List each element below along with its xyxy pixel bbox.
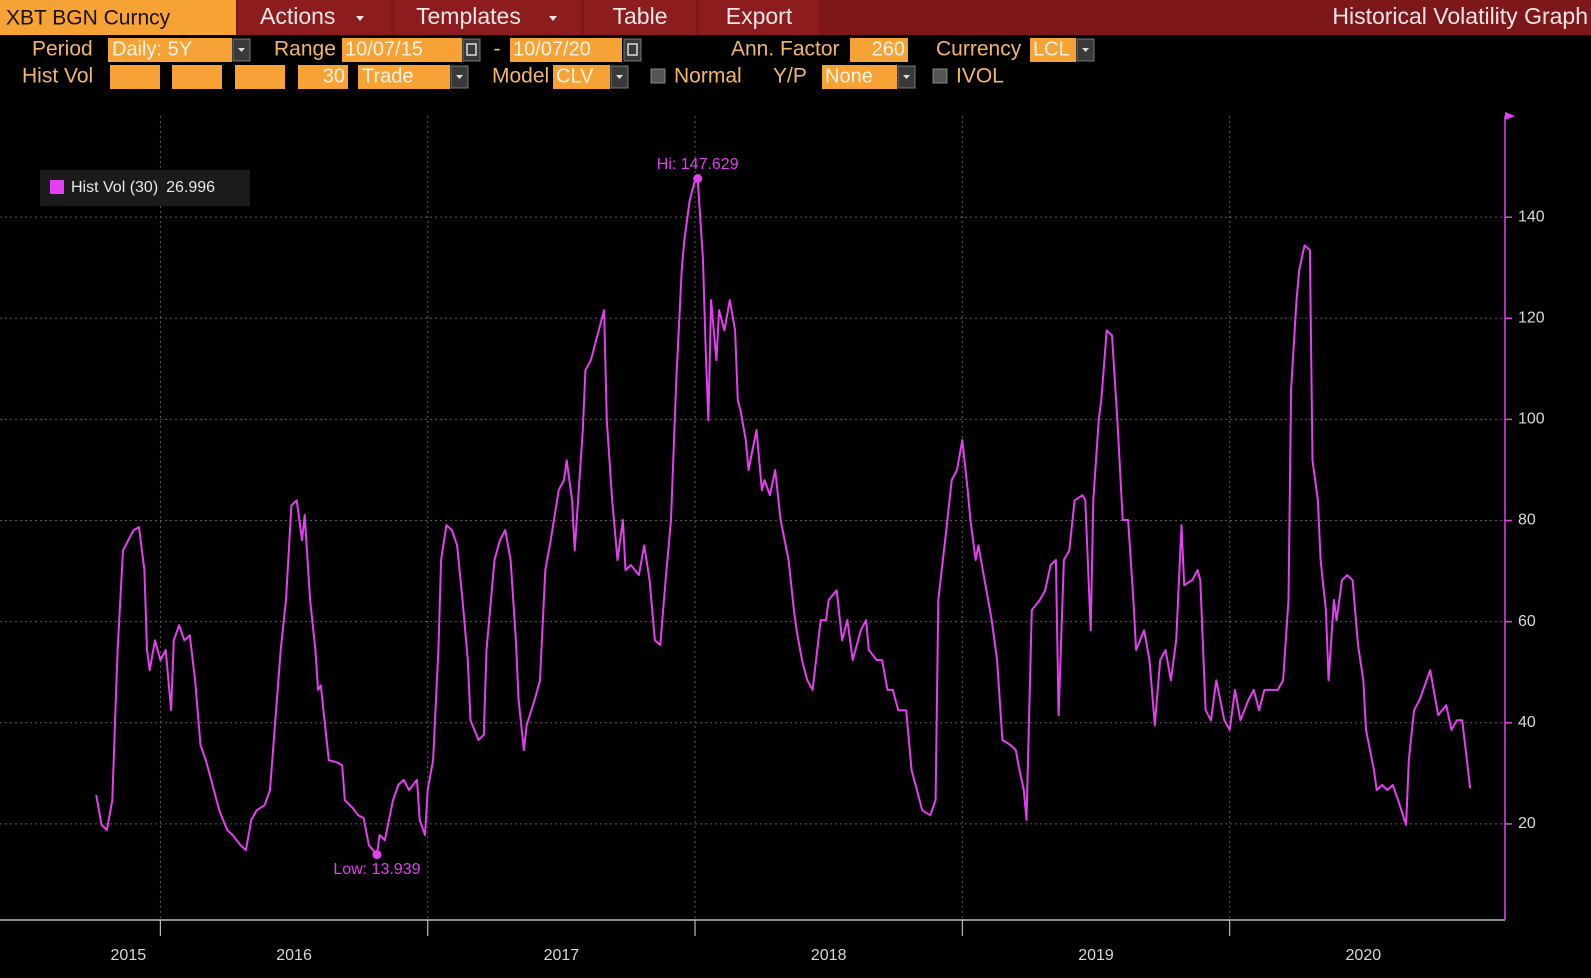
screen-title: Historical Volatility Graph xyxy=(1332,3,1588,29)
x-tick-label: 2015 xyxy=(111,947,147,964)
menu-buttons: Actions Templates Table Export xyxy=(238,0,819,35)
menu-label[interactable]: Table xyxy=(613,3,668,29)
dropdown-caret xyxy=(616,75,623,79)
menu-label[interactable]: Actions xyxy=(260,3,335,29)
legend: Hist Vol (30) 26.996 xyxy=(40,170,250,206)
checkbox[interactable] xyxy=(932,68,948,84)
input-field[interactable] xyxy=(342,38,462,62)
y-tick-label: 60 xyxy=(1518,613,1536,630)
input-field[interactable] xyxy=(108,38,232,62)
checkbox[interactable] xyxy=(650,68,666,84)
field-value[interactable]: 260 xyxy=(872,38,905,60)
input-field[interactable] xyxy=(172,65,222,89)
input-field[interactable] xyxy=(358,65,450,89)
input-field[interactable] xyxy=(553,65,610,89)
field-label: Model xyxy=(492,65,549,88)
field-label: Currency xyxy=(936,38,1022,61)
annotation-marker xyxy=(372,850,382,860)
x-tick-label: 2020 xyxy=(1346,947,1382,964)
field-value[interactable]: 10/07/15 xyxy=(345,38,423,60)
chart: 20 40 60 80 100 120 140 2015 2016 2017 2018 2019 202… xyxy=(0,112,1545,964)
input-field[interactable] xyxy=(110,65,160,89)
menu-button[interactable] xyxy=(238,0,391,35)
input-field[interactable] xyxy=(510,38,622,62)
field-value[interactable]: CLV xyxy=(556,65,594,87)
menu-label[interactable]: Export xyxy=(726,3,793,29)
y-tick-label: 40 xyxy=(1518,714,1536,731)
series-line xyxy=(95,177,1472,856)
axis-arrow xyxy=(1505,112,1515,120)
field-value[interactable]: None xyxy=(825,65,873,87)
dropdown-caret xyxy=(356,16,364,21)
security[interactable]: XBT BGN Curncy xyxy=(6,7,171,30)
legend-box xyxy=(40,170,250,206)
y-tick-label: 140 xyxy=(1518,208,1545,225)
field-label: Period xyxy=(32,38,93,61)
y-tick-label: 100 xyxy=(1518,411,1545,428)
field-label: Range xyxy=(274,38,336,61)
x-tick-label: 2017 xyxy=(544,947,580,964)
checkbox-label: Normal xyxy=(674,65,742,88)
legend-swatch xyxy=(50,180,64,194)
calendar-icon xyxy=(466,43,477,56)
input-field[interactable] xyxy=(850,38,908,62)
y-tick-label: 120 xyxy=(1518,309,1545,326)
field-label: Ann. Factor xyxy=(731,38,840,61)
field-value[interactable]: 10/07/20 xyxy=(513,38,591,60)
security-field[interactable] xyxy=(0,0,236,35)
input-field[interactable] xyxy=(1030,38,1076,62)
x-tick-label: 2016 xyxy=(276,947,312,964)
y-tick-label: 80 xyxy=(1518,512,1536,529)
menu-label[interactable]: Templates xyxy=(416,3,521,29)
annotation-marker xyxy=(693,174,703,184)
legend-label: Hist Vol (30) xyxy=(71,179,158,196)
field-value[interactable]: Daily: 5Y xyxy=(112,38,192,60)
dropdown-caret xyxy=(549,16,557,21)
field-value[interactable]: 30 xyxy=(323,65,345,87)
dropdown-caret xyxy=(238,48,245,52)
field-label: Y/P xyxy=(773,65,807,88)
y-tick-label: 20 xyxy=(1518,815,1536,832)
checkbox-label: IVOL xyxy=(956,65,1004,88)
x-tick-label: 2018 xyxy=(811,947,847,964)
field-value[interactable]: LCL xyxy=(1033,38,1070,60)
dropdown-caret xyxy=(456,75,463,79)
menu-button[interactable] xyxy=(394,0,581,35)
menu-button[interactable] xyxy=(699,0,819,35)
legend-value: 26.996 xyxy=(166,179,215,196)
menu-button[interactable] xyxy=(584,0,696,35)
input-field[interactable] xyxy=(235,65,285,89)
input-field[interactable] xyxy=(298,65,348,89)
annotation-label: Hi: 147.629 xyxy=(657,156,739,173)
field-value[interactable]: Trade xyxy=(362,65,414,87)
annotation-label: Low: 13.939 xyxy=(333,861,420,878)
input-field[interactable] xyxy=(822,65,897,89)
calendar-button[interactable] xyxy=(623,38,642,62)
calendar-icon xyxy=(627,43,638,56)
field-label: Hist Vol xyxy=(22,65,93,88)
range-separator: - xyxy=(494,38,501,61)
dropdown-caret xyxy=(903,75,910,79)
x-tick-label: 2019 xyxy=(1078,947,1114,964)
dropdown-caret xyxy=(1082,48,1089,52)
calendar-button[interactable] xyxy=(462,38,481,62)
